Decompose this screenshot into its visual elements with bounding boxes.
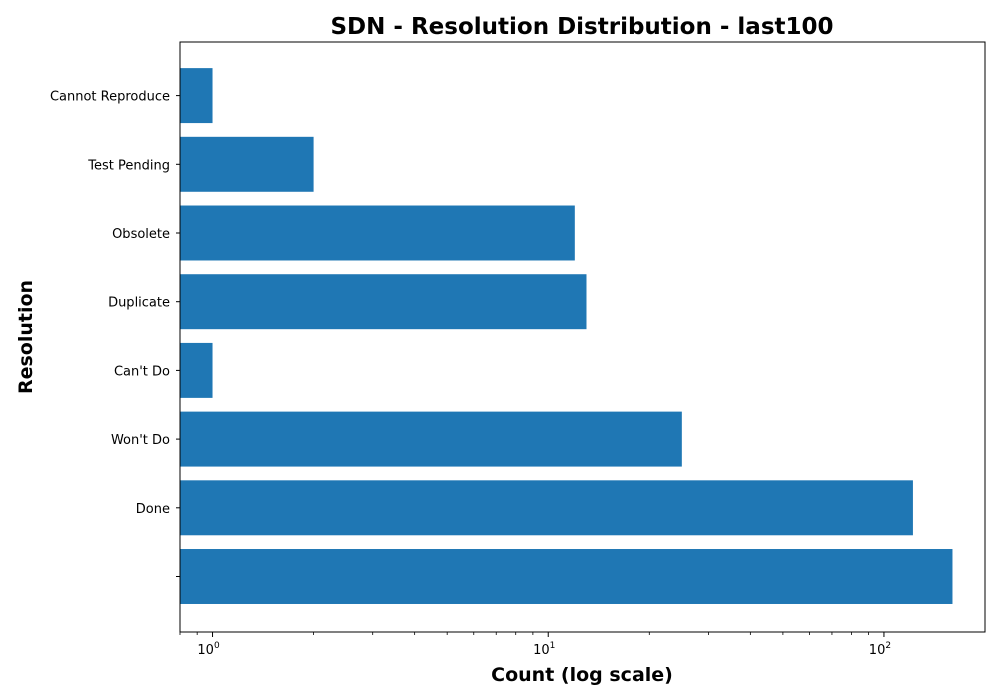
bar-2 <box>180 411 682 467</box>
bar-0 <box>180 549 953 604</box>
y-tick-label-1: Done <box>136 502 170 517</box>
y-tick-label-4: Duplicate <box>108 296 170 311</box>
x-axis-label: Count (log scale) <box>491 664 673 686</box>
bar-1 <box>180 480 913 536</box>
y-tick-label-6: Test Pending <box>87 158 170 173</box>
bar-7 <box>180 68 213 124</box>
axes-layer: Done Won't Do Can't Do Duplicate Obsolete Tes… <box>50 41 986 658</box>
x-tick-label-2: 102 <box>869 641 891 658</box>
y-tick-label-2: Won't Do <box>111 433 170 448</box>
plot-frame <box>179 41 986 633</box>
bar-5 <box>180 205 575 261</box>
bars-layer <box>180 68 953 604</box>
bar-3 <box>180 342 213 398</box>
bar-6 <box>180 136 314 192</box>
chart-title: SDN - Resolution Distribution - last100 <box>330 14 833 40</box>
y-axis-label: Resolution <box>15 280 37 394</box>
y-tick-label-3: Can't Do <box>114 364 170 379</box>
bar-4 <box>180 274 587 330</box>
x-tick-label-0: 100 <box>197 641 220 658</box>
y-tick-label-5: Obsolete <box>112 227 170 242</box>
y-tick-label-7: Cannot Reproduce <box>50 90 170 105</box>
x-tick-label-1: 101 <box>533 641 555 658</box>
